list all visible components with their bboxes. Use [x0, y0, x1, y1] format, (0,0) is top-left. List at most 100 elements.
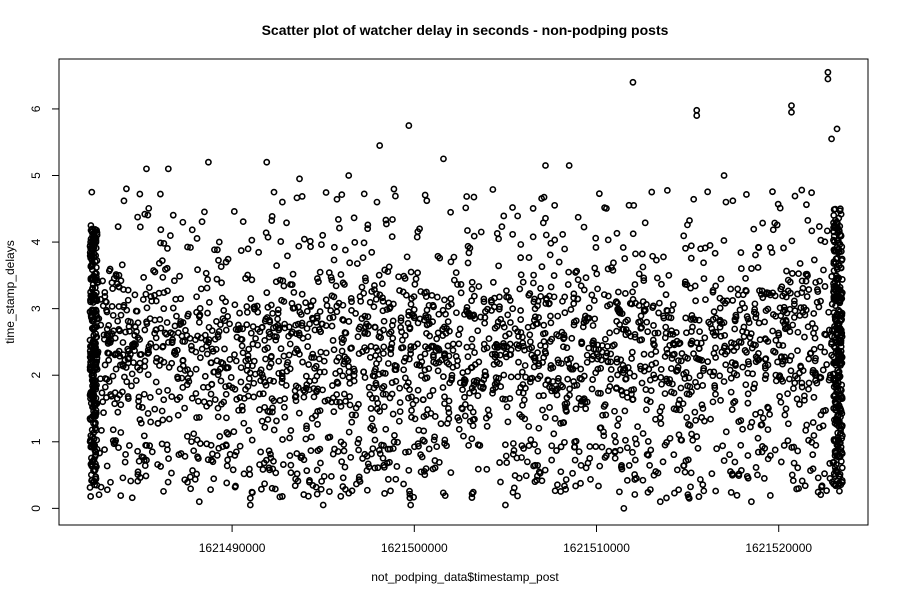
- data-point: [759, 294, 767, 302]
- data-point: [210, 475, 218, 483]
- data-point: [293, 450, 301, 457]
- data-point: [433, 335, 441, 343]
- data-point: [389, 334, 397, 342]
- data-point: [761, 375, 769, 383]
- data-point: [519, 278, 527, 286]
- data-point: [635, 270, 643, 278]
- data-point: [811, 357, 819, 365]
- data-point: [837, 231, 845, 239]
- data-point: [224, 430, 232, 438]
- data-point: [255, 248, 263, 256]
- data-point: [835, 324, 843, 332]
- data-point: [313, 490, 321, 498]
- data-point: [470, 232, 478, 240]
- data-point: [834, 443, 842, 450]
- data-point: [247, 295, 255, 302]
- data-point: [261, 346, 269, 353]
- data-point: [796, 369, 803, 377]
- data-point: [124, 395, 132, 402]
- data-point: [698, 401, 706, 409]
- data-point: [154, 419, 162, 427]
- data-point: [518, 454, 525, 461]
- data-point: [464, 259, 472, 267]
- data-point: [250, 357, 258, 365]
- data-point: [630, 372, 638, 380]
- data-point: [232, 326, 240, 333]
- data-point: [719, 442, 727, 450]
- data-point: [355, 350, 363, 358]
- data-point: [560, 334, 568, 342]
- data-point: [92, 347, 100, 355]
- data-point: [732, 313, 740, 321]
- data-point: [138, 453, 146, 461]
- data-point: [526, 338, 534, 346]
- data-point: [217, 359, 225, 366]
- data-point: [739, 425, 746, 433]
- data-point: [519, 401, 526, 409]
- data-point: [595, 482, 602, 490]
- data-point: [392, 475, 400, 483]
- data-point: [694, 355, 702, 363]
- data-point: [224, 456, 232, 464]
- data-point: [414, 319, 422, 327]
- data-point: [461, 393, 468, 401]
- data-point: [205, 336, 213, 344]
- data-point: [592, 443, 600, 450]
- data-point: [559, 230, 567, 238]
- data-point: [712, 328, 720, 336]
- data-point: [145, 343, 153, 350]
- data-point: [245, 427, 253, 434]
- data-point: [272, 278, 280, 286]
- data-point: [136, 336, 144, 343]
- data-point: [657, 365, 665, 373]
- data-point: [351, 238, 359, 246]
- data-point: [421, 191, 429, 199]
- data-point: [790, 300, 798, 308]
- data-point: [831, 313, 839, 320]
- data-point: [557, 443, 565, 451]
- data-point: [313, 314, 321, 322]
- data-point: [696, 328, 703, 336]
- data-point: [151, 405, 159, 413]
- data-point: [414, 440, 422, 448]
- data-point: [389, 300, 397, 308]
- data-point: [415, 426, 423, 434]
- data-point: [414, 386, 422, 394]
- data-point: [433, 293, 441, 301]
- data-point: [464, 353, 472, 361]
- data-point: [663, 186, 671, 194]
- data-point: [302, 384, 310, 392]
- data-point: [192, 336, 199, 344]
- data-point: [278, 369, 286, 377]
- data-point: [726, 366, 734, 374]
- points-layer: [86, 68, 846, 512]
- data-point: [718, 348, 726, 356]
- data-point: [131, 323, 139, 330]
- data-point: [517, 307, 524, 314]
- data-point: [616, 488, 623, 496]
- data-point: [115, 444, 122, 452]
- data-point: [93, 279, 101, 287]
- data-point: [562, 476, 570, 483]
- data-point: [203, 440, 211, 448]
- data-point: [809, 419, 817, 426]
- data-point: [737, 441, 745, 449]
- data-point: [117, 401, 125, 409]
- data-point: [614, 422, 621, 429]
- data-point: [698, 414, 706, 421]
- data-point: [537, 341, 544, 349]
- data-point: [668, 388, 675, 396]
- data-point: [156, 190, 164, 198]
- data-point: [555, 359, 562, 367]
- data-point: [794, 328, 802, 336]
- data-point: [138, 404, 146, 411]
- data-point: [196, 305, 204, 312]
- y-tick-label: 1: [29, 438, 43, 445]
- data-point: [325, 488, 333, 495]
- data-point: [164, 287, 171, 295]
- data-point: [177, 295, 185, 303]
- data-point: [236, 442, 244, 450]
- data-point: [371, 464, 379, 472]
- data-point: [489, 186, 497, 193]
